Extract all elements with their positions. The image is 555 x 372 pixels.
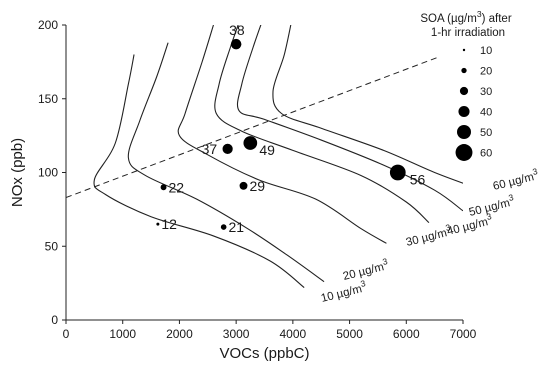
data-point-soa-37 bbox=[222, 143, 233, 155]
x-axis-title: VOCs (ppbC) bbox=[219, 345, 309, 362]
data-point-label-29: 29 bbox=[249, 178, 265, 194]
y-tick-label: 0 bbox=[51, 313, 58, 327]
x-tick-label: 6000 bbox=[393, 327, 420, 341]
legend-marker-60 bbox=[455, 144, 473, 161]
dashed-reference-line bbox=[66, 56, 438, 199]
isopleth-50 bbox=[236, 25, 463, 212]
data-point-soa-12 bbox=[156, 222, 160, 226]
isopleth-label-60: 60 µg/m3 bbox=[491, 166, 540, 193]
x-tick-label: 1000 bbox=[109, 327, 136, 341]
data-point-label-56: 56 bbox=[410, 172, 426, 188]
x-tick-label: 7000 bbox=[450, 327, 477, 341]
data-point-label-38: 38 bbox=[229, 22, 245, 38]
x-tick-label: 5000 bbox=[336, 327, 363, 341]
legend-marker-50 bbox=[457, 125, 471, 139]
legend-marker-30 bbox=[459, 86, 469, 96]
data-point-label-21: 21 bbox=[228, 219, 244, 235]
legend-marker-40 bbox=[458, 105, 470, 118]
data-point-soa-49 bbox=[243, 136, 258, 150]
x-tick-label: 4000 bbox=[280, 327, 307, 341]
isopleth-label-10: 10 µg/m3 bbox=[319, 278, 368, 305]
legend-title-line-2: 1-hr irradiation bbox=[431, 27, 505, 39]
y-tick-label: 200 bbox=[38, 18, 58, 32]
x-tick-label: 3000 bbox=[223, 327, 250, 341]
legend-marker-10 bbox=[462, 48, 466, 52]
x-tick-label: 0 bbox=[63, 327, 70, 341]
data-point-soa-38 bbox=[230, 38, 242, 50]
legend-marker-20 bbox=[461, 67, 467, 74]
legend-label-60: 60 bbox=[480, 148, 492, 160]
axes: 0 1000 2000 3000 4000 5000 6000 7000 0 50 100 150 20… bbox=[9, 18, 477, 362]
data-point-soa-21 bbox=[220, 224, 227, 230]
data-point-soa-56 bbox=[389, 164, 406, 181]
data-point-label-49: 49 bbox=[259, 142, 275, 158]
legend-title-line-1: SOA (µg/m3) after bbox=[420, 9, 511, 25]
y-tick-label: 150 bbox=[38, 92, 58, 106]
isopleth-label-50: 50 µg/m3 bbox=[467, 192, 516, 219]
data-points: 38 49 37 56 22 29 12 21 bbox=[156, 22, 426, 235]
legend-label-50: 50 bbox=[480, 127, 492, 139]
isopleth-60 bbox=[272, 25, 463, 184]
data-point-label-12: 12 bbox=[161, 216, 177, 232]
data-point-label-22: 22 bbox=[168, 179, 184, 195]
y-tick-label: 100 bbox=[38, 166, 58, 180]
y-axis-title: NOx (ppb) bbox=[9, 138, 26, 207]
isopleth-label-20: 20 µg/m3 bbox=[341, 256, 390, 283]
isopleth-40 bbox=[214, 25, 430, 224]
isopleth-20 bbox=[127, 42, 325, 283]
legend-label-30: 30 bbox=[480, 86, 492, 98]
isopleth-30 bbox=[177, 25, 387, 244]
isopleth-10 bbox=[93, 54, 305, 288]
data-point-soa-29 bbox=[239, 181, 248, 190]
y-tick-label: 50 bbox=[45, 239, 59, 253]
x-tick-label: 2000 bbox=[166, 327, 193, 341]
legend-label-40: 40 bbox=[480, 107, 492, 119]
data-point-soa-22 bbox=[160, 184, 167, 191]
legend-label-10: 10 bbox=[480, 45, 492, 57]
legend-label-20: 20 bbox=[480, 66, 492, 78]
legend: SOA (µg/m3) after 1-hr irradiation 10 20 30 4… bbox=[420, 9, 512, 161]
data-point-label-37: 37 bbox=[202, 141, 218, 157]
